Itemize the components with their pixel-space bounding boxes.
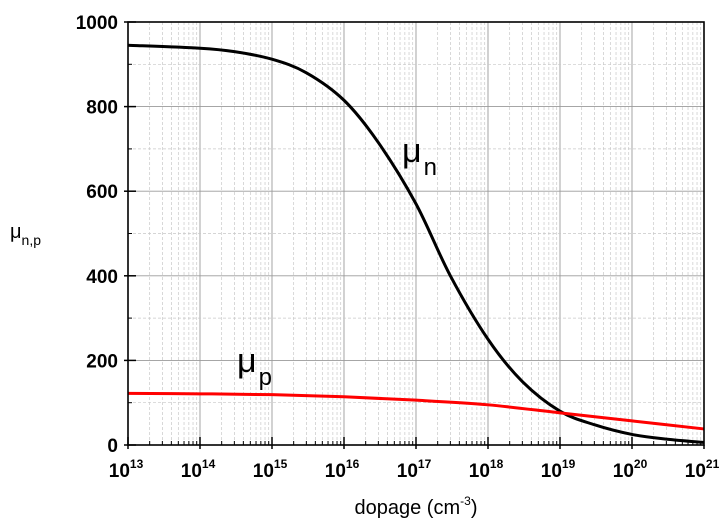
y-tick-label: 0 <box>107 436 118 457</box>
y-tick-label: 1000 <box>76 13 118 34</box>
x-tick-label: 1018 <box>469 457 504 482</box>
x-tick-label: 1017 <box>397 457 432 482</box>
series-label-mu-n: μn <box>402 132 437 181</box>
x-tick-label: 1020 <box>613 457 648 482</box>
ticks <box>124 21 705 449</box>
y-axis-label: μn,p <box>10 221 41 248</box>
curves <box>127 43 705 444</box>
y-tick-label: 800 <box>86 98 118 119</box>
y-tick-label: 400 <box>86 267 118 288</box>
x-tick-label: 1014 <box>181 457 216 482</box>
x-tick-label: 1016 <box>325 457 360 482</box>
y-tick-labels: 0 200 400 600 800 1000 <box>76 13 118 457</box>
grid <box>128 22 704 445</box>
x-tick-labels: 1013 1014 1015 1016 1017 1018 1019 1020 1021 <box>109 457 720 482</box>
x-axis-label: dopage (cm-3) <box>355 494 478 519</box>
series-line-p <box>127 391 705 431</box>
y-tick-label: 600 <box>86 182 118 203</box>
x-tick-label: 1015 <box>253 457 288 482</box>
y-tick-label: 200 <box>86 351 118 372</box>
series-line-n <box>127 43 705 444</box>
x-tick-label: 1013 <box>109 457 144 482</box>
x-tick-label: 1021 <box>685 457 720 482</box>
series-label-mu-p: μp <box>237 342 272 391</box>
x-tick-label: 1019 <box>541 457 576 482</box>
